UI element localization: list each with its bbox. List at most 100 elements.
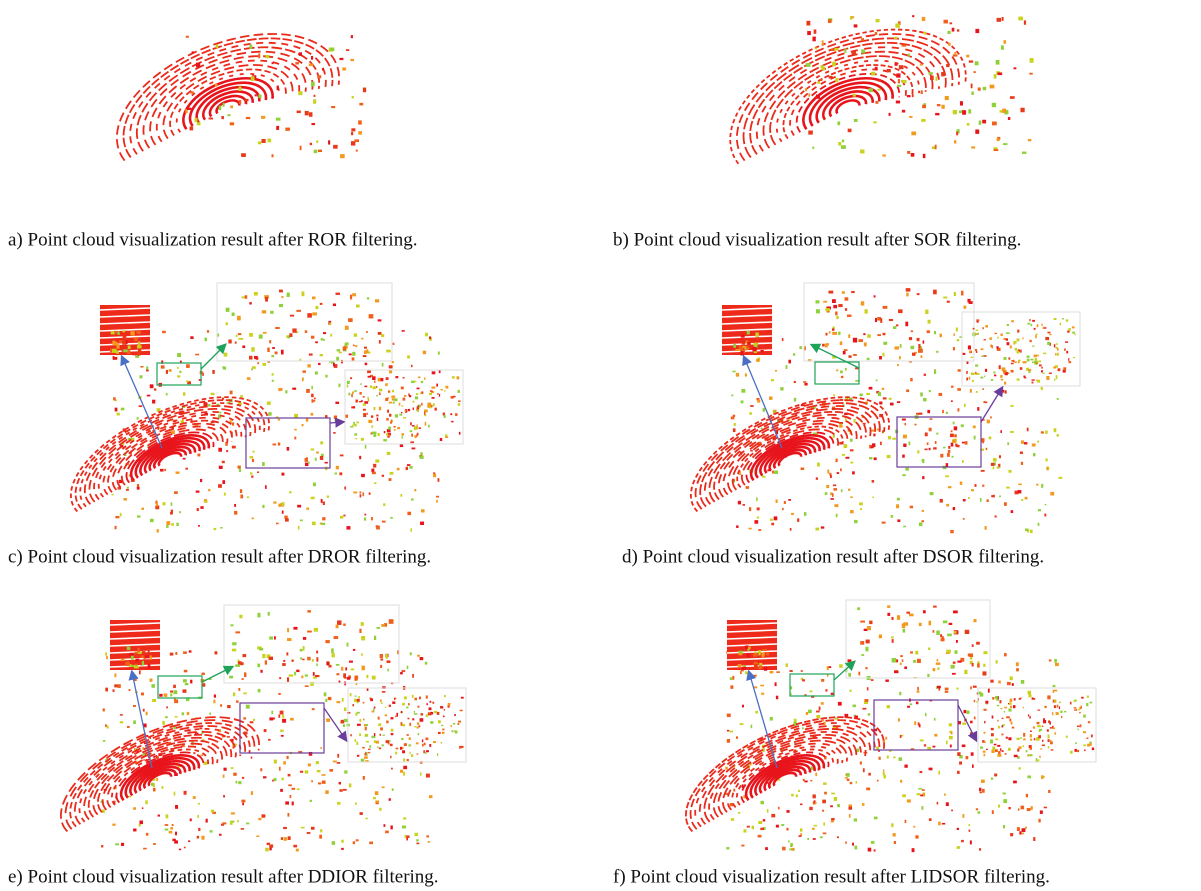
point [296,310,301,312]
point [757,517,759,519]
point [379,808,381,811]
point [917,450,919,453]
point [821,679,824,682]
point [1008,737,1011,740]
point [771,814,775,817]
point-cloud-rings [95,5,344,171]
point [460,710,463,711]
point [117,331,119,335]
point [328,697,332,700]
point [848,489,850,491]
point [967,362,969,364]
point [1054,699,1055,702]
point [861,301,864,305]
point [970,721,973,724]
point [833,435,835,438]
point [978,87,981,90]
point [182,712,185,715]
point [854,846,857,850]
point [357,724,361,726]
arrow [812,345,859,368]
point [862,803,865,806]
point [358,120,362,124]
point [389,365,393,368]
point [860,150,865,154]
point [348,393,350,396]
point [365,727,367,730]
point [325,375,327,378]
point [972,663,974,666]
point [991,495,994,497]
point [968,824,970,826]
point [445,386,448,389]
point [396,748,399,750]
point [386,721,388,724]
point [790,670,793,672]
point [937,802,939,805]
point [388,427,391,430]
point [934,718,936,721]
point [879,401,882,404]
point [951,400,953,402]
point [1029,340,1031,342]
point [915,651,918,655]
point [909,441,911,445]
point [1000,333,1002,335]
point [387,436,390,438]
point [854,818,857,821]
point [933,746,936,748]
point [173,685,176,688]
point [337,754,339,758]
point [133,807,136,810]
point [936,433,938,435]
point [933,290,937,295]
point [114,673,116,677]
point [343,624,346,626]
point [950,530,953,533]
point [382,744,384,746]
point [865,667,867,669]
point [356,742,358,745]
point [758,835,762,838]
point [427,403,431,407]
point [415,833,418,836]
point [923,340,925,343]
point [175,652,177,655]
point [823,301,827,303]
point [919,623,922,626]
point [957,661,961,663]
point [867,626,871,630]
point [1042,740,1043,742]
point [796,795,798,798]
point [223,103,225,107]
point [128,346,131,350]
point [314,398,316,400]
point [883,772,885,775]
point [127,646,131,650]
point [815,773,817,776]
point [113,356,115,360]
point [1032,362,1035,364]
point [1060,323,1061,325]
point [1000,375,1002,378]
point [937,686,941,689]
point [156,778,158,781]
point [124,498,127,501]
caption: a) Point cloud visualization result afte… [8,229,417,250]
point [989,337,992,340]
point [224,493,226,496]
point [350,295,352,300]
point [948,43,951,46]
point [429,795,433,798]
point [1083,744,1086,746]
point [858,339,863,342]
point [997,745,1000,747]
point [904,423,906,425]
point [1041,387,1043,390]
point [994,333,996,334]
point [912,848,915,852]
point [1020,350,1021,353]
point [219,834,221,836]
point [825,344,828,347]
point [285,390,287,393]
